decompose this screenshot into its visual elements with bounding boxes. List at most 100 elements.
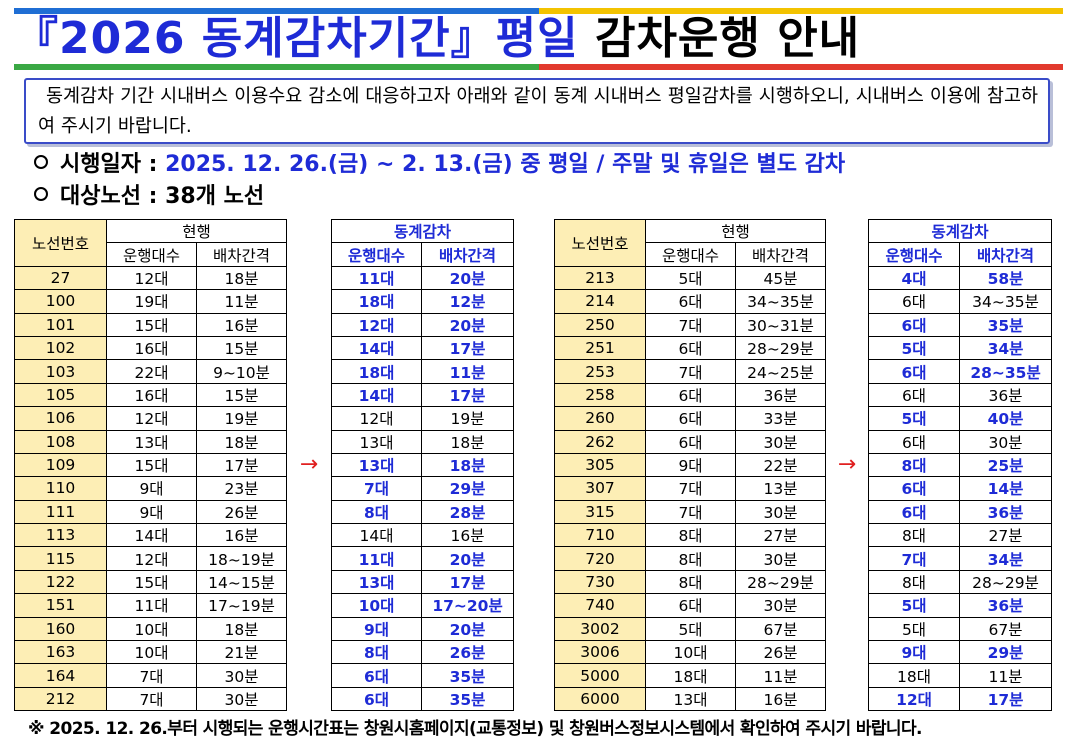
winter-interval-cell: 28분 (420, 499, 515, 525)
header-winter: 동계감차 (867, 218, 1053, 244)
current-interval-cell: 36분 (735, 382, 826, 408)
winter-vehicles-cell: 14대 (331, 335, 422, 361)
current-interval-cell: 16분 (196, 523, 287, 548)
current-vehicles-cell: 7대 (645, 312, 736, 337)
current-vehicles-cell: 14대 (106, 523, 197, 548)
winter-vehicles-cell: 6대 (331, 663, 422, 688)
route-number-cell: 100 (14, 289, 107, 314)
winter-vehicles-cell: 5대 (868, 616, 960, 642)
winter-vehicles-cell: 18대 (868, 663, 960, 688)
info-routes-line: 대상노선 : 38개 노선 (34, 182, 264, 212)
table-row: 111 9대 26분 8대 28분 (14, 499, 515, 525)
route-number-cell: 113 (14, 523, 107, 548)
table-row: 212 7대 30분 6대 35분 (14, 686, 515, 712)
winter-interval-cell: 28~35분 (958, 359, 1053, 384)
current-vehicles-cell: 13대 (645, 686, 736, 712)
route-number-cell: 164 (14, 663, 107, 688)
current-interval-cell: 18~19분 (196, 546, 287, 571)
arrow-right-icon: → (837, 453, 857, 477)
current-interval-cell: 11분 (735, 663, 826, 688)
winter-interval-cell: 26분 (420, 640, 515, 665)
header-gap (825, 219, 869, 267)
winter-interval-cell: 34분 (958, 335, 1053, 361)
gap-cell (286, 617, 332, 641)
winter-interval-cell: 17분 (420, 335, 515, 361)
winter-vehicles-cell: 6대 (868, 476, 960, 501)
winter-vehicles-cell: 14대 (331, 382, 422, 408)
top-bar-yellow-segment (539, 8, 1063, 14)
bullet-circle-icon (34, 155, 48, 169)
gap-cell (286, 266, 332, 290)
header-current-interval: 배차간격 (196, 242, 287, 267)
winter-vehicles-cell: 6대 (868, 312, 960, 337)
winter-interval-cell: 17~20분 (420, 593, 515, 618)
winter-interval-cell: 17분 (420, 382, 515, 408)
table-row: 105 16대 15분 14대 17분 (14, 382, 515, 408)
winter-vehicles-cell: 8대 (331, 640, 422, 665)
winter-interval-cell: 19분 (420, 406, 515, 431)
winter-interval-cell: 36분 (958, 499, 1053, 525)
table-row: 305 9대 22분 → 8대 25분 (554, 452, 1053, 478)
winter-vehicles-cell: 6대 (868, 382, 960, 408)
current-interval-cell: 22분 (735, 452, 826, 478)
current-interval-cell: 21분 (196, 640, 287, 665)
route-number-cell: 105 (14, 382, 107, 408)
winter-interval-cell: 29분 (420, 476, 515, 501)
route-number-cell: 253 (554, 359, 646, 384)
winter-vehicles-cell: 11대 (331, 546, 422, 571)
bottom-bar-red-segment (539, 64, 1063, 70)
current-vehicles-cell: 6대 (645, 593, 736, 618)
route-number-cell: 251 (554, 335, 646, 361)
table-row: 122 15대 14~15분 13대 17분 (14, 569, 515, 595)
winter-interval-cell: 36분 (958, 382, 1053, 408)
winter-vehicles-cell: 8대 (868, 523, 960, 548)
winter-vehicles-cell: 6대 (868, 289, 960, 314)
current-interval-cell: 24~25분 (735, 359, 826, 384)
gap-cell (286, 336, 332, 360)
gap-cell (286, 359, 332, 384)
header-route-no: 노선번호 (554, 219, 646, 267)
route-number-cell: 122 (14, 569, 107, 595)
route-number-cell: 111 (14, 499, 107, 525)
table-row: 740 6대 30분 5대 36분 (554, 593, 1053, 618)
route-number-cell: 108 (14, 429, 107, 454)
route-number-cell: 213 (554, 265, 646, 291)
header-current-vehicles: 운행대수 (645, 242, 736, 267)
gap-cell (825, 500, 869, 524)
current-interval-cell: 67분 (735, 616, 826, 642)
route-number-cell: 212 (14, 686, 107, 712)
current-interval-cell: 13분 (735, 476, 826, 501)
winter-vehicles-cell: 12대 (331, 312, 422, 337)
current-interval-cell: 16분 (735, 686, 826, 712)
winter-interval-cell: 27분 (958, 523, 1053, 548)
gap-cell (825, 359, 869, 384)
current-vehicles-cell: 10대 (106, 616, 197, 642)
gap-cell (825, 593, 869, 618)
winter-interval-cell: 58분 (958, 265, 1053, 291)
winter-interval-cell: 18분 (420, 452, 515, 478)
page-title: 『2026 동계감차기간』평일 감차운행 안내 (14, 13, 1063, 65)
current-interval-cell: 18분 (196, 265, 287, 291)
info-date-line: 시행일자 : 2025. 12. 26.(금) ~ 2. 13.(금) 중 평일… (34, 150, 845, 180)
gap-cell (825, 617, 869, 641)
current-vehicles-cell: 19대 (106, 289, 197, 314)
header-gap (286, 219, 332, 267)
route-number-cell: 3006 (554, 640, 646, 665)
gap-cell (825, 476, 869, 501)
gap-cell (825, 289, 869, 314)
winter-interval-cell: 14분 (958, 476, 1053, 501)
winter-vehicles-cell: 11대 (331, 265, 422, 291)
route-number-cell: 115 (14, 546, 107, 571)
route-number-cell: 250 (554, 312, 646, 337)
current-interval-cell: 30분 (196, 663, 287, 688)
route-number-cell: 109 (14, 452, 107, 478)
gap-cell (825, 687, 869, 711)
current-vehicles-cell: 7대 (645, 476, 736, 501)
routes-label: 대상노선 : (60, 184, 166, 209)
routes-value: 38개 노선 (165, 184, 265, 209)
gap-cell (286, 430, 332, 454)
current-vehicles-cell: 9대 (106, 499, 197, 525)
route-number-cell: 160 (14, 616, 107, 642)
table-row: 214 6대 34~35분 6대 34~35분 (554, 289, 1053, 314)
right-route-table: 노선번호 현행 동계감차 운행대수 배차간격 운행대수 배차간격 213 5대 45… (554, 218, 1053, 712)
